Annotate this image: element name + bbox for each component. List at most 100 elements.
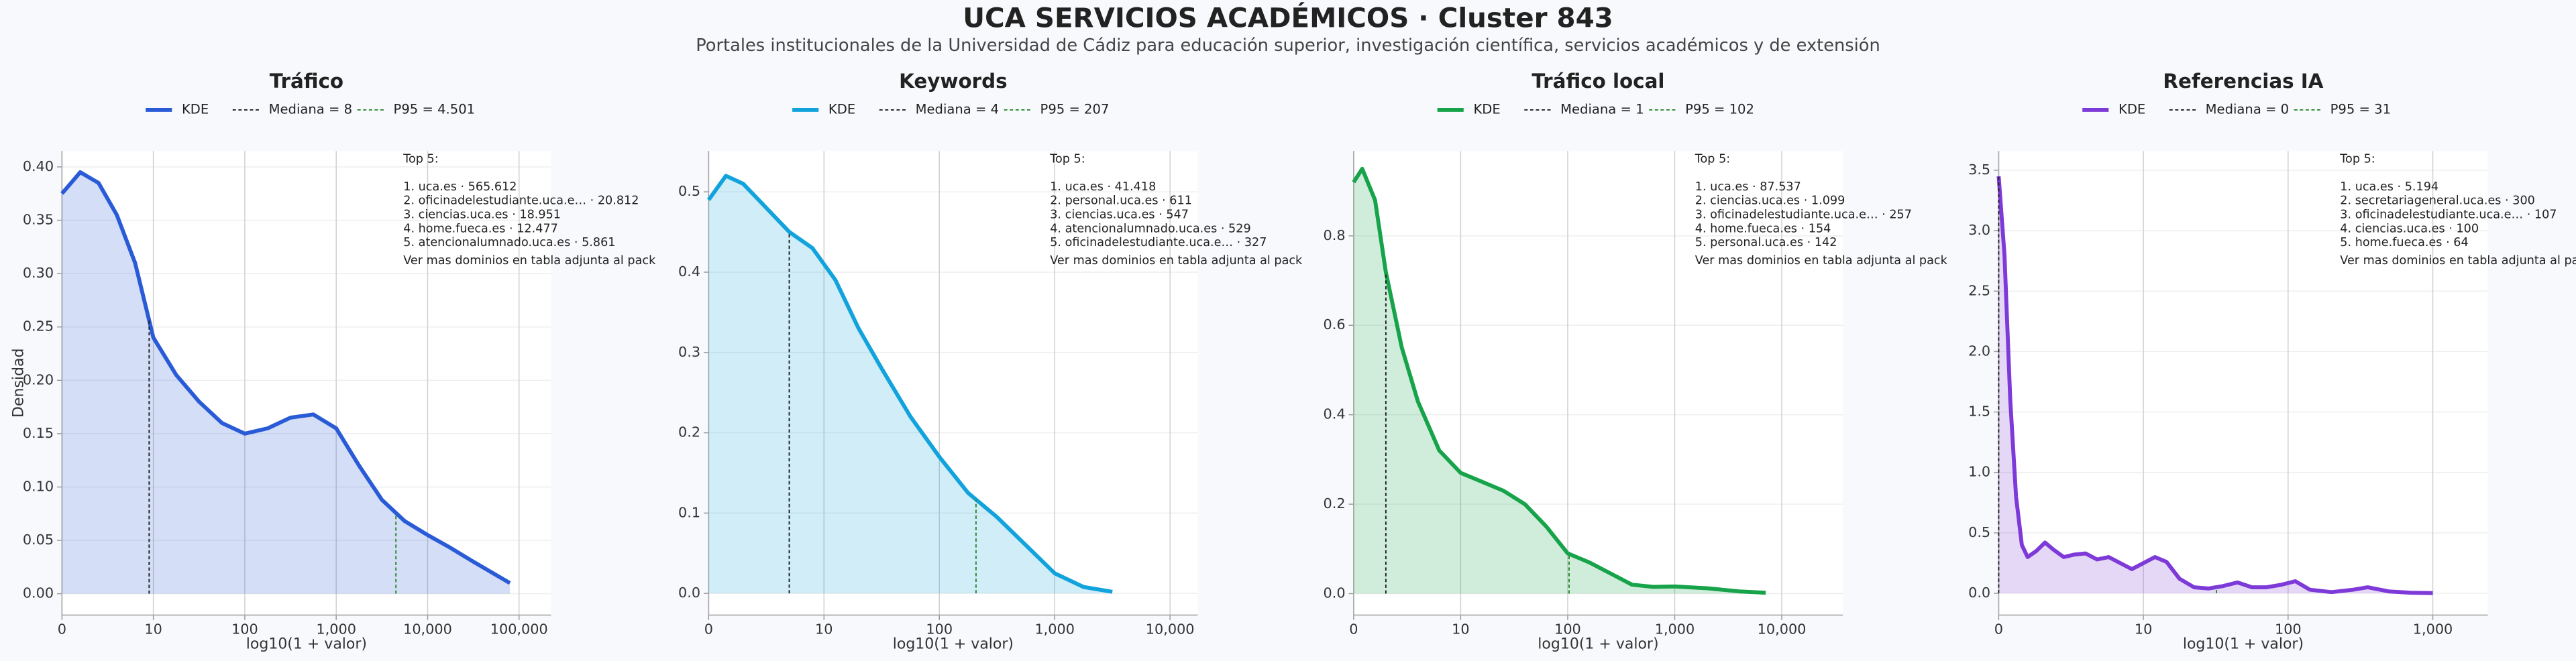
x-tick-label: 10 bbox=[815, 621, 833, 638]
x-tick-label: 10 bbox=[1452, 621, 1469, 638]
y-tick-label: 0.0 bbox=[1324, 585, 1346, 601]
legend-label: P95 = 207 bbox=[1040, 101, 1110, 117]
legend-label: P95 = 102 bbox=[1685, 101, 1754, 117]
y-tick-label: 0.10 bbox=[23, 478, 54, 494]
annotation-item: 1. uca.es · 87.537 bbox=[1695, 180, 1801, 194]
annotation-footer: Ver mas dominios en tabla adjunta al pac… bbox=[1050, 254, 1303, 267]
x-tick-label: 1,000 bbox=[2413, 621, 2453, 638]
chart-title: Referencias IA bbox=[2163, 70, 2323, 93]
y-tick-label: 0.35 bbox=[23, 212, 54, 228]
legend-label: KDE bbox=[182, 101, 209, 117]
annotation-item: 4. ciencias.uca.es · 100 bbox=[2340, 222, 2479, 235]
y-tick-label: 0.8 bbox=[1324, 227, 1346, 243]
x-tick-label: 10,000 bbox=[1758, 621, 1807, 638]
y-tick-label: 1.0 bbox=[1968, 464, 1990, 480]
y-tick-label: 0.40 bbox=[23, 158, 54, 174]
y-tick-label: 0.0 bbox=[678, 585, 700, 601]
y-tick-label: 1.5 bbox=[1968, 404, 1990, 420]
plot-area bbox=[708, 151, 1198, 615]
annotation-item: 3. oficinadelestudiante.uca.e… · 107 bbox=[2340, 208, 2557, 222]
kde-line bbox=[1352, 166, 1766, 595]
x-tick-label: 10,000 bbox=[1146, 621, 1195, 638]
area-fill bbox=[62, 172, 511, 594]
y-tick-label: 0.00 bbox=[23, 585, 54, 601]
y-tick-label: 3.0 bbox=[1968, 222, 1990, 238]
annotation-item: 4. home.fueca.es · 12.477 bbox=[403, 222, 558, 235]
annotation-item: 1. uca.es · 565.612 bbox=[403, 180, 517, 194]
kde-line bbox=[1996, 176, 2433, 595]
legend-label: KDE bbox=[1473, 101, 1500, 117]
annotation-item: 2. ciencias.uca.es · 1.099 bbox=[1695, 194, 1845, 208]
x-tick-label: 0 bbox=[1994, 621, 2003, 638]
plot-area bbox=[62, 151, 551, 615]
y-tick-label: 0.6 bbox=[1324, 316, 1346, 333]
legend-label: P95 = 4.501 bbox=[394, 101, 476, 117]
area-fill bbox=[1353, 168, 1766, 594]
annotation-item: 1. uca.es · 41.418 bbox=[1050, 180, 1156, 194]
annotation-footer: Ver mas dominios en tabla adjunta al pac… bbox=[1695, 254, 1948, 267]
x-tick-label: 100 bbox=[926, 621, 953, 638]
annotation-item: 3. ciencias.uca.es · 18.951 bbox=[403, 208, 561, 222]
x-tick-label: 10 bbox=[2135, 621, 2152, 638]
x-axis-label: log10(1 + valor) bbox=[246, 636, 367, 653]
y-tick-label: 0.30 bbox=[23, 265, 54, 281]
x-tick-label: 1,000 bbox=[1034, 621, 1075, 638]
y-tick-label: 0.3 bbox=[678, 344, 700, 360]
y-tick-label: 0.0 bbox=[1968, 585, 1990, 601]
annotation-heading: Top 5: bbox=[1695, 152, 1730, 166]
legend-label: Mediana = 0 bbox=[2206, 101, 2289, 117]
x-tick-label: 1,000 bbox=[1655, 621, 1695, 638]
y-tick-label: 0.4 bbox=[678, 263, 700, 280]
annotation-item: 2. personal.uca.es · 611 bbox=[1050, 194, 1192, 208]
x-axis-label: log10(1 + valor) bbox=[1538, 636, 1658, 653]
x-tick-label: 0 bbox=[704, 621, 713, 638]
area-fill bbox=[708, 176, 1113, 594]
annotation-item: 4. atencionalumnado.uca.es · 529 bbox=[1050, 222, 1250, 235]
x-tick-label: 100 bbox=[231, 621, 258, 638]
y-tick-label: 3.5 bbox=[1968, 162, 1990, 178]
annotation-item: 2. secretariageneral.uca.es · 300 bbox=[2340, 194, 2535, 208]
plot-area bbox=[1998, 151, 2488, 615]
x-tick-label: 0 bbox=[58, 621, 66, 638]
x-tick-label: 100 bbox=[1554, 621, 1581, 638]
chart-title: Tráfico local bbox=[1532, 70, 1664, 93]
legend-label: Mediana = 1 bbox=[1560, 101, 1644, 117]
x-tick-label: 1,000 bbox=[316, 621, 356, 638]
legend-label: Mediana = 4 bbox=[916, 101, 999, 117]
annotation-item: 1. uca.es · 5.194 bbox=[2340, 180, 2438, 194]
x-tick-label: 100,000 bbox=[490, 621, 548, 638]
annotation-item: 5. personal.uca.es · 142 bbox=[1695, 236, 1837, 249]
chart-title: Tráfico bbox=[270, 70, 343, 93]
x-tick-label: 100 bbox=[2275, 621, 2302, 638]
annotation-footer: Ver mas dominios en tabla adjunta al pac… bbox=[2340, 254, 2576, 267]
annotation-heading: Top 5: bbox=[2339, 152, 2375, 166]
annotation-item: 5. atencionalumnado.uca.es · 5.861 bbox=[403, 236, 615, 249]
y-tick-label: 0.20 bbox=[23, 371, 54, 387]
y-axis-label: Densidad bbox=[11, 349, 28, 418]
annotation-item: 3. ciencias.uca.es · 547 bbox=[1050, 208, 1189, 222]
y-tick-label: 0.5 bbox=[1968, 524, 1990, 540]
x-axis-label: log10(1 + valor) bbox=[893, 636, 1014, 653]
x-tick-label: 10 bbox=[144, 621, 162, 638]
x-tick-label: 0 bbox=[1349, 621, 1358, 638]
annotation-item: 5. home.fueca.es · 64 bbox=[2340, 236, 2468, 249]
y-tick-label: 0.1 bbox=[678, 504, 700, 520]
figure-subtitle: Portales institucionales de la Universid… bbox=[696, 36, 1880, 56]
kde-line bbox=[60, 170, 511, 585]
legend-label: KDE bbox=[2118, 101, 2145, 117]
y-tick-label: 0.15 bbox=[23, 425, 54, 441]
legend-label: KDE bbox=[828, 101, 855, 117]
y-tick-label: 0.4 bbox=[1324, 406, 1346, 422]
legend-label: P95 = 31 bbox=[2330, 101, 2391, 117]
kde-line bbox=[706, 174, 1113, 594]
chart-title: Keywords bbox=[899, 70, 1007, 93]
annotation-footer: Ver mas dominios en tabla adjunta al pac… bbox=[403, 254, 656, 267]
annotation-item: 5. oficinadelestudiante.uca.e… · 327 bbox=[1050, 236, 1267, 249]
x-tick-label: 10,000 bbox=[403, 621, 452, 638]
y-tick-label: 2.0 bbox=[1968, 343, 1990, 359]
x-axis-label: log10(1 + valor) bbox=[2183, 636, 2304, 653]
y-tick-label: 0.2 bbox=[1324, 495, 1346, 512]
annotation-item: 3. oficinadelestudiante.uca.e… · 257 bbox=[1695, 208, 1912, 222]
